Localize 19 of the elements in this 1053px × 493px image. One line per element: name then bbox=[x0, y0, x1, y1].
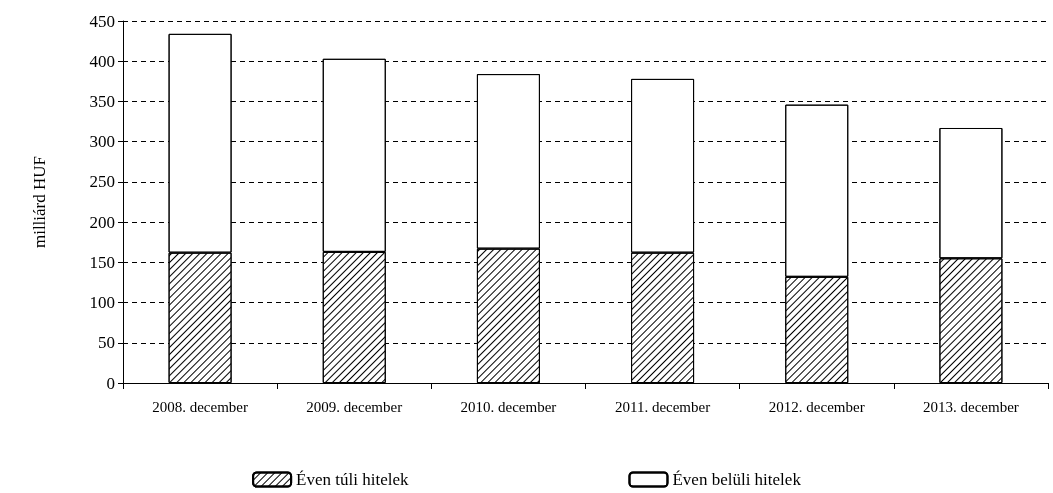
legend-label: Éven túli hitelek bbox=[296, 470, 409, 489]
y-tick-label: 400 bbox=[89, 51, 115, 71]
y-tick-label: 450 bbox=[89, 11, 115, 31]
x-tick-label: 2012. december bbox=[768, 398, 865, 415]
y-tick-label: 100 bbox=[89, 293, 115, 313]
y-tick-label: 250 bbox=[89, 172, 115, 192]
y-tick-label: 150 bbox=[89, 252, 115, 272]
y-tick-label: 300 bbox=[89, 132, 115, 152]
x-tick-label: 2009. december bbox=[306, 398, 403, 415]
x-tick-label: 2013. december bbox=[923, 398, 1019, 415]
x-tick-label: 2010. december bbox=[460, 398, 557, 415]
x-tick-label: 2011. december bbox=[614, 398, 711, 415]
legend-label: Éven belüli hitelek bbox=[672, 470, 802, 489]
y-tick-label: 0 bbox=[106, 373, 115, 393]
y-tick-label: 350 bbox=[89, 91, 115, 111]
y-axis-title: milliárd HUF bbox=[30, 155, 49, 249]
y-tick-label: 50 bbox=[98, 333, 115, 353]
x-tick-label: 2008. december bbox=[152, 398, 248, 415]
y-tick-label: 200 bbox=[89, 212, 115, 232]
